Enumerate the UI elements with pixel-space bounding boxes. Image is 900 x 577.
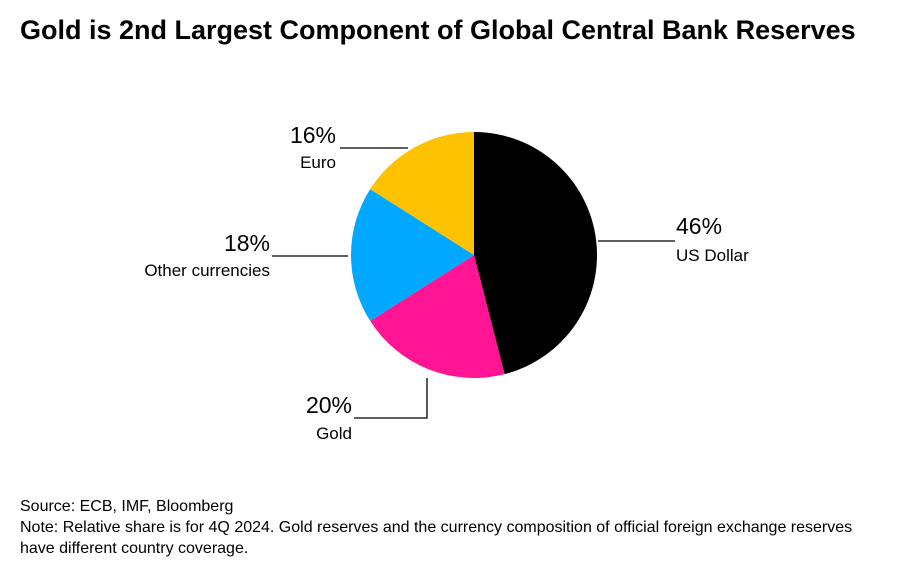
slice-label-other-currencies: Other currencies [144, 261, 270, 280]
pie-slices [351, 132, 598, 379]
slice-label-us-dollar: US Dollar [676, 246, 749, 265]
source-note: Source: ECB, IMF, Bloomberg [20, 498, 234, 515]
slice-value-gold: 20% [306, 392, 352, 418]
slice-label-euro: Euro [300, 153, 336, 172]
slice-value-euro: 16% [290, 122, 336, 148]
slice-value-other-currencies: 18% [224, 230, 270, 256]
slice-label-gold: Gold [316, 424, 352, 443]
coverage-note: Note: Relative share is for 4Q 2024. Gol… [20, 519, 853, 557]
leader-lines [272, 147, 675, 419]
pie-slice-other-currencies [351, 189, 474, 321]
chart-footer: Source: ECB, IMF, Bloomberg Note: Relati… [20, 496, 880, 559]
slice-value-us-dollar: 46% [676, 213, 722, 239]
pie-slice-gold [370, 255, 505, 379]
chart-title: Gold is 2nd Largest Component of Global … [20, 15, 856, 45]
slice-labels: 46% US Dollar 20% Gold 18% Other currenc… [144, 122, 749, 443]
pie-slice-us-dollar [474, 132, 598, 375]
pie-slice-euro [370, 132, 474, 255]
leader-line-gold [354, 378, 428, 419]
